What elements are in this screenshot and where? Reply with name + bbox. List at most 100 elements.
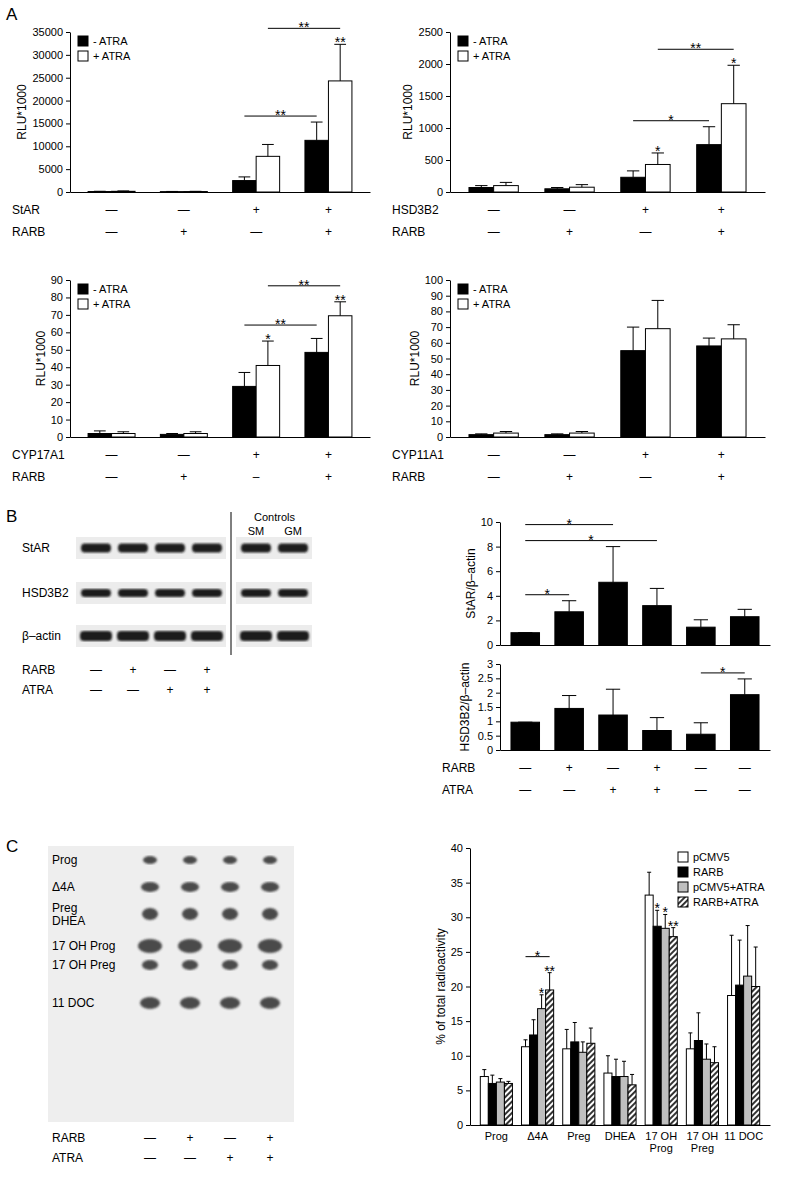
- significance-label: *: [535, 948, 541, 964]
- bar: [643, 606, 672, 645]
- condition-mark: —: [488, 448, 500, 462]
- condition-mark: +: [718, 225, 725, 239]
- error-stem: [316, 338, 317, 352]
- y-tick-label: 0: [437, 186, 443, 198]
- legend-swatch: [458, 299, 468, 309]
- bar: [112, 191, 135, 192]
- error-bar: [94, 431, 106, 434]
- error-bar: [262, 144, 274, 156]
- bar: [469, 188, 494, 192]
- y-tick-mark: [496, 736, 500, 737]
- y-tick-label: 10: [451, 1050, 463, 1062]
- error-bar: [703, 338, 715, 346]
- condition-label: RARB: [12, 470, 45, 484]
- y-tick-label: 2: [487, 614, 493, 626]
- legend-label: pCMV5+ATRA: [693, 881, 765, 893]
- error-bar: [475, 433, 487, 435]
- x-axis-line: [71, 437, 371, 438]
- error-stem: [590, 1028, 591, 1043]
- legend-entry: pCMV5+ATRA: [678, 881, 765, 893]
- y-tick: 15000: [32, 117, 70, 129]
- condition-mark: +: [610, 783, 617, 797]
- tlc-row-label: Prog: [52, 853, 77, 867]
- condition-mark: —: [144, 1131, 156, 1145]
- bar: [570, 187, 595, 192]
- y-tick-label: 40: [51, 361, 63, 373]
- y-tick-label: 40: [451, 842, 463, 854]
- error-cap: [94, 430, 106, 431]
- y-tick-label: 10000: [32, 140, 63, 152]
- condition-mark: —: [224, 1131, 236, 1145]
- condition-mark: +: [566, 761, 573, 775]
- y-tick: 1: [487, 715, 500, 727]
- condition-mark: —: [106, 470, 118, 484]
- x-tick: 17 OHPreg: [687, 1125, 719, 1154]
- condition-mark: —: [488, 470, 500, 484]
- tlc-spot: [263, 856, 277, 864]
- y-tick: 2500: [419, 26, 450, 38]
- error-bar: [573, 1023, 577, 1042]
- bar: [744, 976, 752, 1125]
- error-cap: [606, 546, 620, 547]
- error-cap: [738, 940, 742, 941]
- error-stem: [656, 588, 657, 605]
- legend-swatch: [678, 852, 688, 862]
- significance-label: *: [566, 516, 572, 532]
- error-bar: [565, 1029, 569, 1048]
- error-bar: [524, 1040, 528, 1047]
- error-bar: [576, 185, 588, 188]
- y-tick-label: 1000: [419, 122, 443, 134]
- error-bar: [117, 432, 129, 434]
- blot-band: [192, 589, 222, 597]
- tlc-background: [48, 846, 294, 1122]
- error-stem: [706, 1044, 707, 1059]
- error-bar: [500, 182, 512, 185]
- bar: [511, 633, 540, 645]
- bar: [88, 191, 111, 192]
- blot-strip: [76, 537, 226, 559]
- y-axis: 0102030405060708090: [51, 274, 71, 443]
- tlc-spot: [262, 960, 278, 970]
- y-tick-mark: [446, 64, 450, 65]
- legend-label: + ATRA: [473, 50, 511, 62]
- error-stem: [633, 171, 634, 177]
- y-tick: 10: [451, 1050, 470, 1062]
- y-tick-label: 50: [51, 344, 63, 356]
- legend-swatch: [78, 36, 88, 46]
- error-stem: [615, 1059, 616, 1076]
- y-tick-mark: [496, 620, 500, 621]
- y-tick-mark: [66, 192, 70, 193]
- blot-separator: [231, 512, 232, 655]
- error-cap: [704, 1043, 708, 1044]
- y-tick-mark: [66, 78, 70, 79]
- bar: [555, 708, 584, 750]
- panel-letter: B: [6, 507, 17, 526]
- legend: - ATRA+ ATRA: [78, 283, 131, 310]
- condition-mark: —: [164, 663, 176, 677]
- bar: [728, 996, 736, 1125]
- y-tick-mark: [66, 101, 70, 102]
- condition-mark: —: [695, 783, 707, 797]
- y-tick: 500: [425, 154, 450, 166]
- error-bar: [490, 1075, 494, 1083]
- bar: [645, 164, 670, 192]
- y-tick: 20: [431, 400, 450, 412]
- condition-mark: —: [106, 448, 118, 462]
- plot-area: [480, 872, 759, 1125]
- y-tick-mark: [66, 146, 70, 147]
- y-tick-label: 40: [431, 368, 443, 380]
- y-tick-label: 30000: [32, 49, 63, 61]
- error-bar: [551, 433, 563, 435]
- condition-mark: –: [253, 470, 260, 484]
- condition-mark: —: [739, 783, 751, 797]
- blot-band: [81, 544, 111, 553]
- x-axis: [501, 750, 771, 751]
- tlc-spot: [143, 856, 157, 864]
- error-bar: [712, 1047, 716, 1063]
- error-stem: [690, 1033, 691, 1049]
- error-bar: [696, 1013, 700, 1041]
- y-tick-label: 0: [457, 1119, 463, 1131]
- error-bar: [532, 1020, 536, 1035]
- error-bar: [311, 338, 323, 352]
- legend-swatch: [78, 299, 88, 309]
